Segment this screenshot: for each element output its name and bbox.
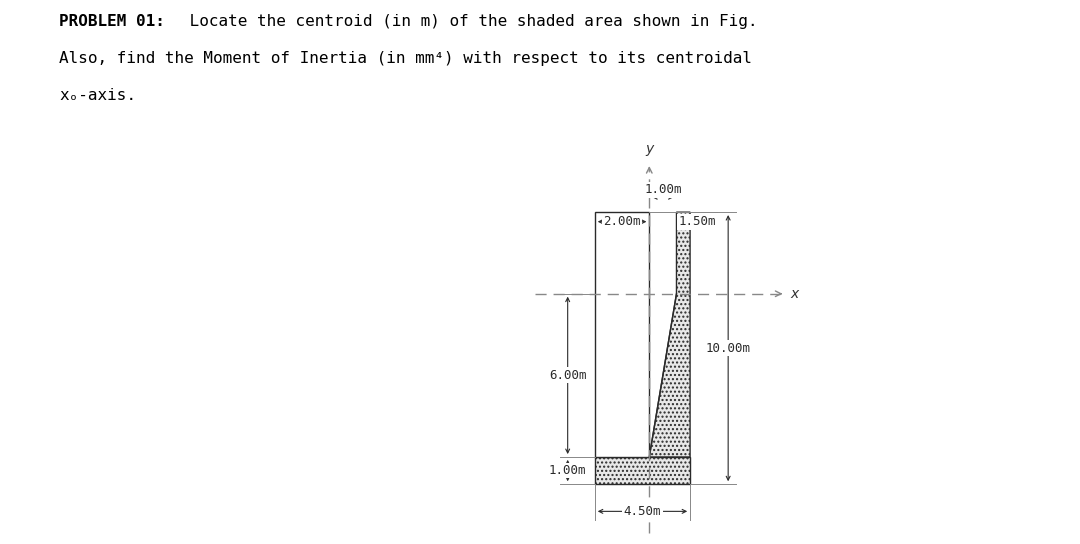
- Text: 2.00m: 2.00m: [604, 215, 640, 228]
- Text: Locate the centroid (in m) of the shaded area shown in Fig.: Locate the centroid (in m) of the shaded…: [180, 14, 758, 29]
- Text: 6.00m: 6.00m: [549, 369, 586, 382]
- Text: y: y: [645, 143, 653, 157]
- Polygon shape: [649, 212, 690, 457]
- Text: Also, find the Moment of Inertia (in mm⁴) with respect to its centroidal: Also, find the Moment of Inertia (in mm⁴…: [59, 51, 753, 66]
- Polygon shape: [595, 457, 690, 484]
- Text: 4.50m: 4.50m: [624, 505, 661, 518]
- Text: PROBLEM 01:: PROBLEM 01:: [59, 14, 165, 29]
- Text: xₒ-axis.: xₒ-axis.: [59, 88, 136, 103]
- Polygon shape: [595, 212, 649, 457]
- Text: 10.00m: 10.00m: [705, 342, 751, 355]
- Text: 1.00m: 1.00m: [644, 183, 681, 196]
- Text: 1.50m: 1.50m: [678, 215, 716, 228]
- Text: 1.00m: 1.00m: [549, 464, 586, 477]
- Text: x: x: [791, 287, 799, 301]
